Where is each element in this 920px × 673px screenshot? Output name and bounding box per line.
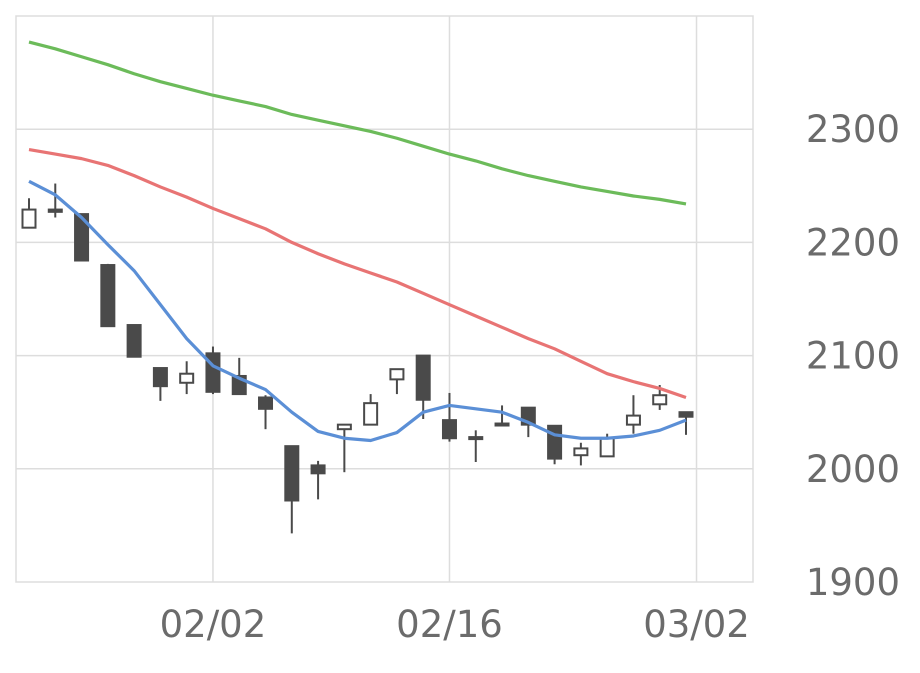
candle-body-down	[547, 424, 563, 460]
candle-body-up	[573, 447, 589, 457]
candle-body-down	[47, 208, 63, 213]
candle-body-up	[336, 423, 352, 431]
candle-body-down	[74, 213, 90, 262]
candle-body-up	[179, 372, 195, 384]
candle-body-down	[310, 464, 326, 475]
ma-mid-line	[28, 147, 687, 399]
candle-body-up	[21, 208, 37, 229]
y-tick-label: 2200	[806, 221, 900, 264]
y-tick-label: 2000	[806, 448, 900, 491]
candle-body-up	[652, 394, 668, 406]
candle-body-down	[415, 354, 431, 401]
x-tick-label: 03/02	[643, 603, 750, 646]
ma-short-line	[28, 179, 687, 443]
y-tick-label: 1900	[806, 561, 900, 604]
candle-body-down	[126, 324, 142, 358]
y-tick-label: 2300	[806, 108, 900, 151]
candle-body-up	[625, 414, 641, 426]
candle-body-down	[441, 419, 457, 440]
candle-body-down	[678, 411, 694, 418]
x-tick-label: 02/02	[160, 603, 267, 646]
candle-body-down	[100, 264, 116, 328]
candle-body-down	[152, 367, 168, 388]
candle-body-down	[468, 436, 484, 441]
candle-body-down	[284, 445, 300, 502]
candle-body-up	[389, 368, 405, 381]
candle-body-down	[258, 396, 274, 410]
candle-body-up	[363, 402, 379, 426]
moving-average-lines	[28, 40, 687, 443]
y-axis-labels: 1900 2000 2100 2200 2300	[806, 108, 900, 604]
y-tick-label: 2100	[806, 335, 900, 378]
grid	[15, 15, 754, 583]
x-tick-label: 02/16	[396, 603, 503, 646]
ma-long-line	[28, 40, 687, 206]
plot-border	[15, 15, 754, 583]
candles	[21, 183, 694, 534]
candle-body-down	[494, 422, 510, 427]
x-axis-labels: 02/02 02/16 03/02	[160, 603, 750, 646]
candle-body-up	[599, 437, 615, 458]
